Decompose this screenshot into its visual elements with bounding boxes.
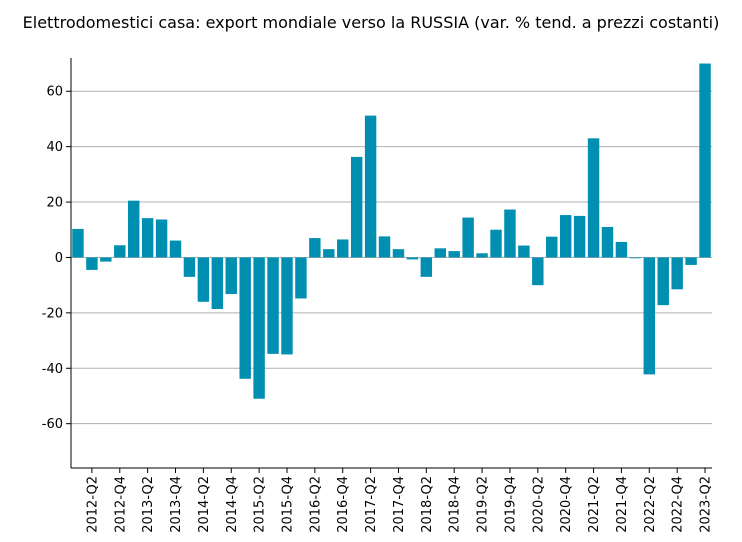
bar	[183, 257, 196, 277]
bar	[615, 241, 628, 258]
y-tick-label: 40	[46, 140, 63, 155]
bars-layer	[72, 63, 711, 399]
bar	[100, 257, 112, 262]
x-tick-label: 2019-Q4	[503, 476, 518, 533]
bar	[197, 257, 210, 302]
bar	[406, 257, 419, 260]
bar	[309, 238, 321, 258]
bar	[518, 245, 530, 258]
x-tick-label: 2014-Q4	[225, 476, 240, 533]
y-tick-label: 20	[46, 196, 63, 211]
bar	[364, 115, 377, 258]
bar	[476, 253, 488, 258]
grid-layer	[71, 90, 712, 425]
x-tick-label: 2021-Q2	[587, 476, 602, 533]
bar	[127, 200, 140, 258]
x-tick-label: 2016-Q4	[336, 476, 351, 533]
x-tick-label: 2022-Q2	[643, 476, 658, 533]
bar	[114, 245, 126, 258]
bar	[225, 257, 237, 295]
x-tick-label: 2023-Q2	[699, 476, 714, 533]
bar	[504, 209, 516, 258]
y-tick-label: 0	[55, 251, 63, 266]
bar	[72, 228, 84, 258]
y-tick-label: 60	[46, 85, 63, 100]
bar	[434, 248, 446, 258]
bar	[629, 257, 642, 259]
x-tick-label: 2017-Q4	[392, 476, 407, 533]
bar	[392, 249, 405, 258]
bar	[378, 236, 391, 258]
bar	[169, 240, 182, 258]
y-tick-label: -20	[42, 306, 63, 321]
x-tick-label: 2012-Q2	[85, 476, 100, 533]
chart-title: Elettrodomestici casa: export mondiale v…	[22, 13, 720, 32]
x-tick-label: 2017-Q2	[364, 476, 379, 533]
axes-layer	[66, 58, 712, 473]
y-tick-label: -60	[42, 417, 63, 432]
bar	[350, 156, 363, 258]
bar	[490, 229, 502, 258]
bar	[267, 257, 279, 354]
x-tick-label: 2013-Q2	[141, 476, 156, 533]
bar	[462, 217, 474, 258]
bar	[420, 257, 433, 277]
bar	[699, 63, 711, 258]
bar	[573, 215, 586, 258]
x-tick-label: 2019-Q2	[476, 476, 491, 533]
bar	[141, 218, 154, 258]
x-tick-label: 2022-Q4	[671, 476, 686, 533]
bar	[671, 257, 683, 290]
bar	[155, 219, 168, 258]
bar	[643, 257, 656, 375]
bar	[281, 257, 293, 355]
x-tick-label: 2016-Q2	[308, 476, 323, 533]
bar	[532, 257, 544, 286]
bar	[657, 257, 669, 306]
x-tick-label: 2020-Q4	[559, 476, 574, 533]
bar	[253, 257, 265, 399]
bar	[211, 257, 224, 309]
x-tick-label: 2012-Q4	[113, 476, 128, 533]
x-tick-label: 2014-Q2	[197, 476, 212, 533]
bar	[86, 257, 98, 270]
bar	[601, 226, 614, 258]
labels-layer: -60 -40 -20 0 20 40 60 2012-Q2 2012-Q4 2013-Q2 201…	[42, 85, 714, 533]
x-tick-label: 2013-Q4	[169, 476, 184, 533]
bar	[587, 138, 600, 258]
x-tick-label: 2020-Q2	[531, 476, 546, 533]
bar	[295, 257, 307, 299]
bar	[546, 236, 558, 258]
x-tick-label: 2015-Q2	[253, 476, 268, 533]
x-tick-label: 2021-Q4	[615, 476, 630, 533]
bar	[559, 215, 572, 258]
y-tick-label: -40	[42, 362, 63, 377]
bar	[239, 257, 251, 379]
x-tick-label: 2015-Q4	[280, 476, 295, 533]
bar	[685, 257, 697, 265]
bar	[448, 251, 460, 258]
x-tick-label: 2018-Q2	[420, 476, 435, 533]
bar	[323, 249, 335, 258]
bar	[337, 239, 349, 258]
x-tick-label: 2018-Q4	[448, 476, 463, 533]
